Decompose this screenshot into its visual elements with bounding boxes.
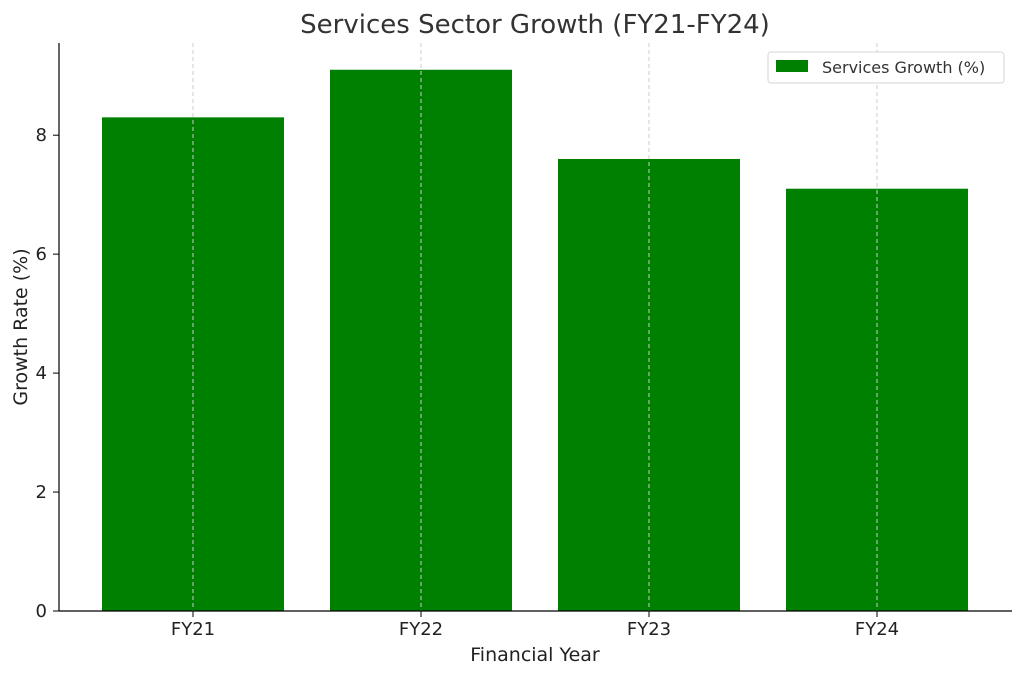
chart-title: Services Sector Growth (FY21-FY24): [300, 10, 770, 40]
x-tick-label-fy22: FY22: [399, 619, 443, 640]
x-ticks-group: FY21 FY22 FY23 FY24: [171, 611, 899, 640]
legend-swatch: [776, 60, 808, 72]
y-tick-label-0: 0: [36, 601, 47, 622]
axes-group: [58, 43, 1012, 612]
y-ticks-group: 0 2 4 6 8: [36, 125, 59, 622]
legend-label: Services Growth (%): [822, 58, 985, 77]
y-axis-label: Growth Rate (%): [10, 248, 32, 405]
bars-group: [102, 69, 968, 611]
y-tick-label-6: 6: [36, 244, 47, 265]
x-tick-label-fy23: FY23: [627, 619, 671, 640]
x-tick-label-fy24: FY24: [855, 619, 899, 640]
x-tick-label-fy21: FY21: [171, 619, 215, 640]
x-axis-label: Financial Year: [470, 644, 600, 666]
legend-box: [767, 51, 1005, 84]
y-tick-label-4: 4: [36, 363, 47, 384]
legend: Services Growth (%): [767, 51, 1005, 84]
y-tick-label-2: 2: [36, 482, 47, 503]
gridlines-group: [192, 43, 878, 611]
y-tick-label-8: 8: [36, 125, 47, 146]
